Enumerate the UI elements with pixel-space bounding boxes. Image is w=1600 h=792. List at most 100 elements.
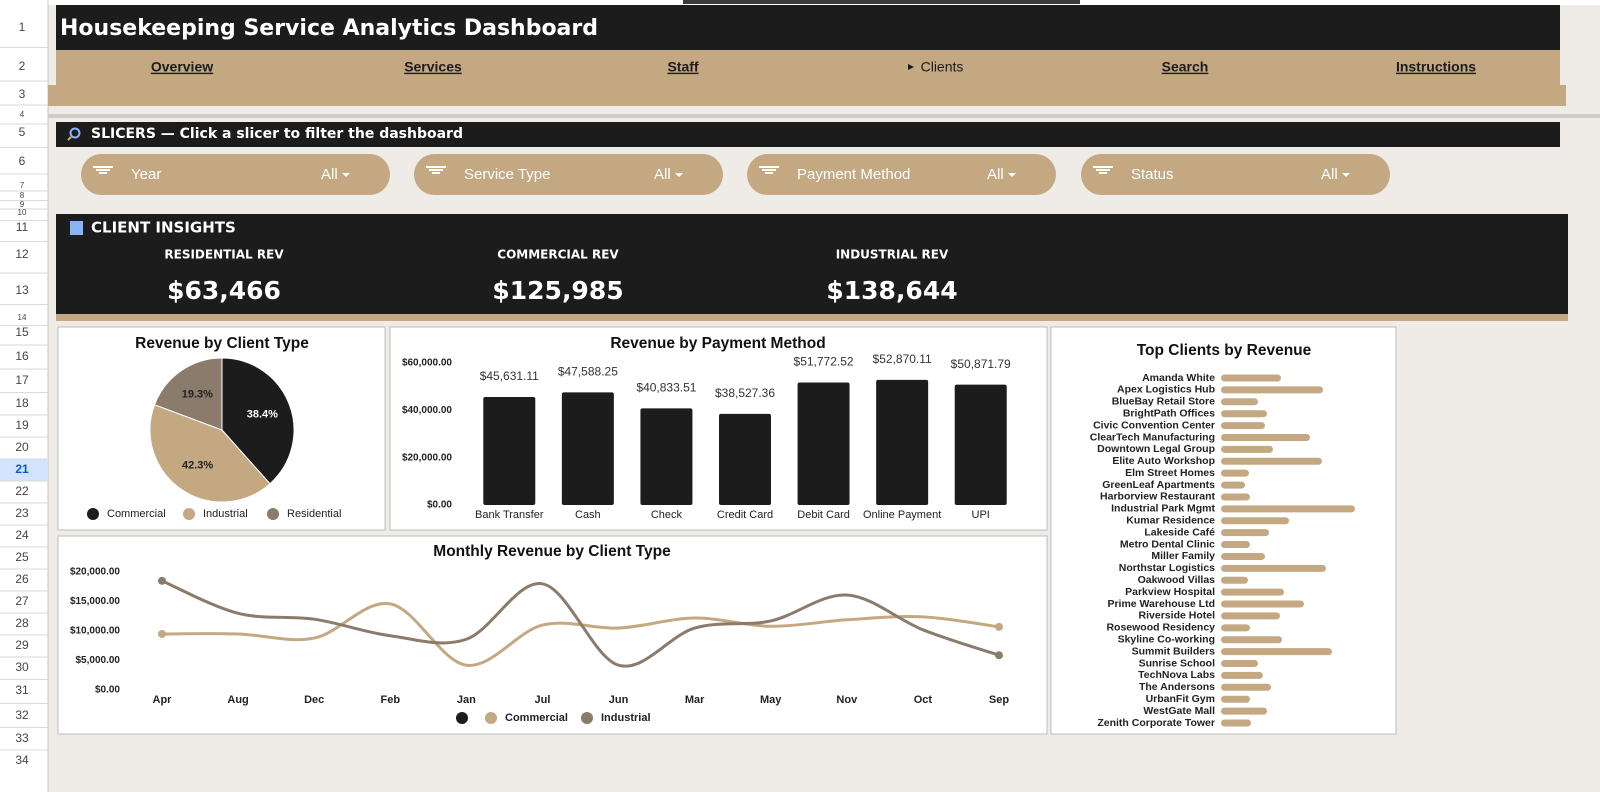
- column-header-selected: [683, 0, 1080, 4]
- slicer-value: All: [1321, 166, 1338, 183]
- y-tick-label: Summit Builders: [1132, 645, 1216, 657]
- y-tick-label: GreenLeaf Apartments: [1102, 479, 1215, 491]
- bar: [1221, 683, 1271, 691]
- slicer-pill: [747, 154, 1056, 195]
- y-tick-label: Apex Logistics Hub: [1117, 384, 1215, 396]
- row-number: 32: [15, 708, 29, 722]
- x-tick-label: Jul: [535, 694, 551, 706]
- row-number: 27: [15, 594, 29, 608]
- y-tick-label: Miller Family: [1151, 550, 1215, 562]
- title-bar: [56, 5, 1560, 50]
- line-endpoint: [995, 622, 1003, 631]
- value-label: $52,870.11: [873, 352, 932, 366]
- x-tick-label: Bank Transfer: [475, 509, 544, 521]
- row-number: 17: [15, 373, 29, 387]
- bar: [1221, 422, 1265, 430]
- row-number: 33: [15, 731, 29, 745]
- row-number: 4: [20, 110, 25, 119]
- y-tick-label: ClearTech Manufacturing: [1090, 431, 1215, 443]
- slicer-value: All: [654, 166, 671, 183]
- row-numbers: 1234567891011121314151617181920212223242…: [0, 20, 48, 767]
- slicer[interactable]: Service Type All: [414, 154, 723, 195]
- nav-link: Search: [1162, 59, 1209, 75]
- x-tick-label: Sep: [989, 694, 1009, 706]
- x-tick-label: UPI: [972, 509, 990, 521]
- value-label: $50,871.79: [951, 357, 1011, 371]
- bar: [1221, 505, 1355, 513]
- y-tick-label: $20,000.00: [402, 452, 452, 463]
- bar: [640, 408, 693, 505]
- slicer[interactable]: Status All: [1081, 154, 1390, 195]
- y-tick-label: Downtown Legal Group: [1097, 443, 1215, 455]
- pie-slice: [149, 404, 271, 503]
- bar: [1221, 398, 1258, 406]
- bar: [1221, 695, 1250, 703]
- legend-swatch: [485, 712, 497, 724]
- x-tick-label: Aug: [227, 694, 248, 706]
- kpis: RESIDENTIAL REV $63,466 COMMERCIAL REV $125…: [164, 248, 957, 306]
- bar: [1221, 517, 1289, 525]
- legend-swatch: [456, 712, 468, 724]
- y-tick-label: Lakeside Café: [1144, 526, 1215, 538]
- y-tick-label: $10,000.00: [70, 626, 120, 637]
- y-tick-label: Rosewood Residency: [1106, 622, 1215, 634]
- slicers: Year All Service Type All Payment Method All S…: [81, 154, 1390, 195]
- legend-swatch: [581, 712, 593, 724]
- bar: [1221, 636, 1282, 644]
- row-number: 9: [20, 200, 25, 209]
- slicer-value: All: [321, 166, 338, 183]
- bar: [1221, 493, 1250, 501]
- slicer-bar: [56, 122, 1560, 147]
- bar: [1221, 576, 1248, 584]
- row-number: 16: [15, 349, 29, 363]
- legend-label: Commercial: [107, 508, 166, 520]
- row-number: 24: [15, 528, 29, 542]
- x-tick-label: Debit Card: [797, 509, 850, 521]
- row-number: 29: [15, 638, 29, 652]
- active-nav-marker: [908, 64, 914, 70]
- bar: [797, 382, 850, 505]
- x-tick-label: Credit Card: [717, 509, 773, 521]
- bar: [1221, 410, 1267, 418]
- legend-label: Industrial: [601, 712, 651, 724]
- y-tick-label: $20,000.00: [70, 567, 120, 578]
- slicer[interactable]: Payment Method All: [747, 154, 1056, 195]
- slicer-value: All: [987, 166, 1004, 183]
- bar: [1221, 564, 1326, 572]
- bar: [1221, 374, 1281, 382]
- nav-link: Staff: [667, 59, 698, 75]
- slicer-pill: [81, 154, 390, 195]
- row-number: 18: [15, 396, 29, 410]
- row-number: 1: [19, 20, 26, 34]
- y-tick-label: $15,000.00: [70, 596, 120, 607]
- bar: [1221, 588, 1284, 596]
- nav-link: Overview: [151, 59, 213, 75]
- y-tick-label: Elite Auto Workshop: [1112, 455, 1215, 467]
- selected-row-highlight: [0, 459, 48, 481]
- y-tick-label: Northstar Logistics: [1119, 562, 1215, 574]
- value-label: $38,527.36: [715, 386, 775, 400]
- y-tick-label: BlueBay Retail Store: [1112, 396, 1215, 408]
- dropdown-arrow: [1008, 173, 1016, 177]
- slicer-label: Year: [131, 166, 161, 183]
- row-number: 14: [18, 313, 27, 322]
- bar: [1221, 386, 1323, 394]
- slicer-label: Service Type: [464, 166, 550, 183]
- kpi-label: RESIDENTIAL REV: [164, 248, 284, 262]
- insights-icon: [70, 221, 83, 235]
- row-number: 25: [15, 550, 29, 564]
- row-number: 8: [20, 191, 25, 200]
- line-endpoint: [158, 629, 166, 638]
- y-tick-label: Oakwood Villas: [1138, 574, 1216, 586]
- x-tick-label: Mar: [685, 694, 705, 706]
- y-tick-label: Prime Warehouse Ltd: [1107, 598, 1215, 610]
- x-tick-label: Jan: [457, 694, 476, 706]
- slicer[interactable]: Year All: [81, 154, 390, 195]
- bar: [1221, 600, 1304, 608]
- row-number: 6: [19, 154, 26, 168]
- nav-link: Instructions: [1396, 59, 1476, 75]
- y-tick-label: Civic Convention Center: [1093, 419, 1215, 431]
- row-number: 12: [15, 247, 29, 261]
